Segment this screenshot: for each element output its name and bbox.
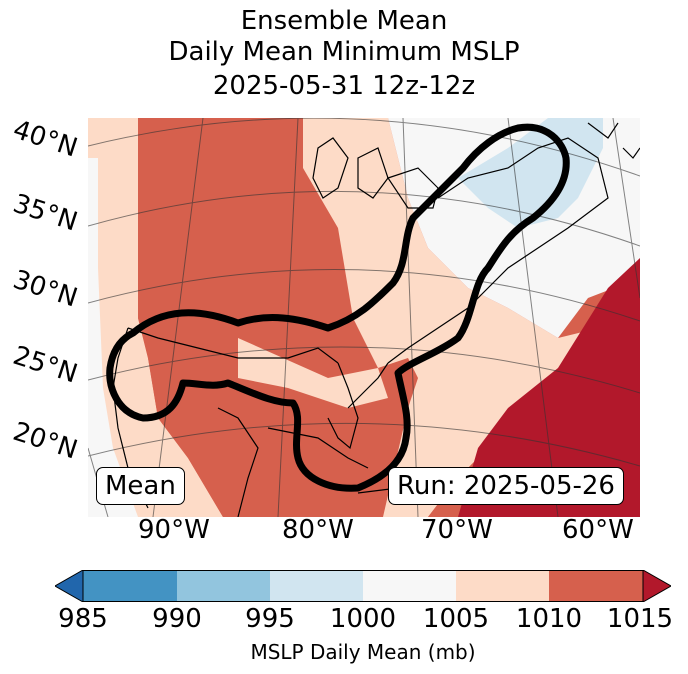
mslp-map <box>88 118 640 517</box>
cbar-tick-995: 995 <box>245 604 295 634</box>
lat-label-40: 40°N <box>9 114 81 164</box>
cbar-tick-990: 990 <box>152 604 202 634</box>
cbar-tick-1005: 1005 <box>422 604 490 634</box>
cbar-tick-1010: 1010 <box>515 604 583 634</box>
lon-label-90: 90°W <box>138 515 210 545</box>
colorbar-995-1000 <box>270 570 363 602</box>
field-1005-1010-south <box>238 338 388 408</box>
colorbar <box>55 570 671 602</box>
cbar-tick-985: 985 <box>58 604 108 634</box>
title-line-3: 2025-05-31 12z-12z <box>212 71 476 101</box>
field-995-1000-ne <box>458 118 603 228</box>
field-1005-1010-west <box>88 118 223 517</box>
lat-label-20: 20°N <box>9 416 81 466</box>
cbar-tick-1000: 1000 <box>329 604 397 634</box>
colorbar-extend-high <box>642 570 671 602</box>
colorbar-label: MSLP Daily Mean (mb) <box>250 640 476 664</box>
lat-label-35: 35°N <box>9 188 81 238</box>
field-1000-1005-west <box>88 158 138 517</box>
mean-label-box: Mean <box>96 467 185 505</box>
colorbar-1010-1015 <box>549 570 643 602</box>
colorbar-990-995 <box>177 570 270 602</box>
run-date-box: Run: 2025-05-26 <box>388 467 624 505</box>
lon-label-80: 80°W <box>282 515 354 545</box>
lat-label-30: 30°N <box>9 264 81 314</box>
colorbar-1000-1005 <box>363 570 456 602</box>
field-above-1015-se <box>458 258 640 517</box>
coastlines <box>112 122 640 517</box>
colorbar-1005-1010 <box>456 570 549 602</box>
lon-label-60: 60°W <box>562 515 634 545</box>
contour-outline <box>106 123 570 492</box>
colorbar-985-990 <box>83 570 177 602</box>
title-line-1: Ensemble Mean <box>240 6 448 36</box>
title-line-2: Daily Mean Minimum MSLP <box>168 37 520 67</box>
colorbar-extend-low <box>55 570 84 602</box>
cbar-tick-1015: 1015 <box>606 604 674 634</box>
lat-label-25: 25°N <box>9 340 81 390</box>
lon-label-70: 70°W <box>421 515 493 545</box>
